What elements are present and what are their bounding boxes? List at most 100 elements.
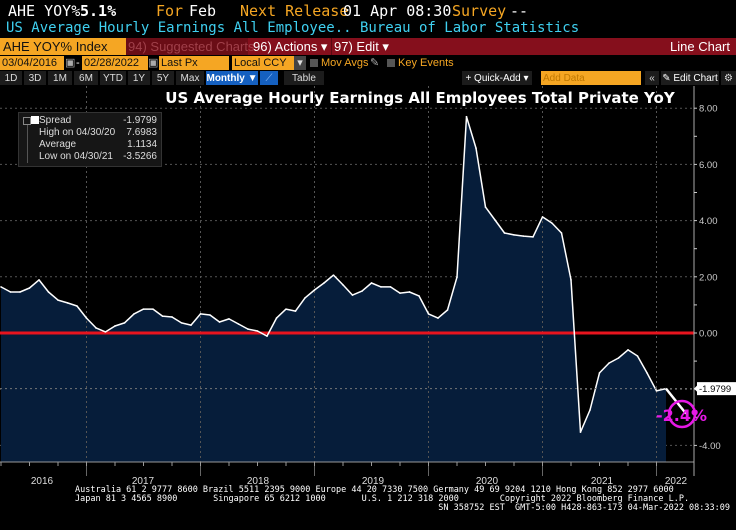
footer-contacts-2: Japan 81 3 4565 8900 Singapore 65 6212 1… bbox=[75, 494, 690, 504]
mov-avgs-checkbox[interactable] bbox=[310, 59, 318, 67]
data-point bbox=[351, 294, 354, 296]
data-point bbox=[399, 292, 401, 294]
ticker-label: AHE YOY% bbox=[8, 2, 81, 20]
next-release-value: 01 Apr 08:30 bbox=[343, 2, 452, 20]
currency-select[interactable]: Local CCY bbox=[232, 56, 294, 70]
data-point bbox=[313, 289, 316, 291]
y-tick-label: 4.00 bbox=[699, 216, 718, 227]
annotation-circle bbox=[667, 399, 697, 429]
period-1y[interactable]: 1Y bbox=[128, 71, 150, 85]
data-point bbox=[57, 299, 59, 301]
quick-add-button[interactable]: + Quick-Add ▾ bbox=[462, 71, 532, 85]
legend-series-label: Spread bbox=[39, 115, 72, 126]
pencil-icon[interactable]: ✎ bbox=[370, 57, 380, 69]
data-point bbox=[285, 308, 287, 310]
collapse-icon[interactable] bbox=[23, 117, 31, 125]
data-point bbox=[133, 313, 135, 315]
data-point bbox=[608, 362, 610, 364]
data-point bbox=[636, 355, 639, 357]
collapse-button[interactable]: « bbox=[645, 71, 659, 85]
data-point bbox=[475, 147, 477, 149]
data-point bbox=[104, 331, 107, 333]
x-tick-label: 2018 bbox=[247, 476, 270, 487]
start-date-input[interactable]: 03/04/2016 bbox=[0, 56, 64, 70]
data-point bbox=[408, 291, 411, 293]
data-point bbox=[95, 327, 97, 329]
data-point bbox=[541, 216, 544, 218]
edit-menu[interactable]: 97) Edit ▾ bbox=[331, 38, 389, 55]
data-point bbox=[171, 316, 173, 318]
gear-icon[interactable]: ⚙ bbox=[721, 71, 736, 85]
data-point bbox=[342, 284, 344, 286]
last-value-label: -1.9799 bbox=[699, 384, 731, 395]
calendar-icon[interactable]: ▣ bbox=[65, 57, 76, 69]
frequency-select[interactable]: Monthly ▼ bbox=[206, 71, 258, 85]
data-point bbox=[294, 310, 297, 312]
last-value-pointer bbox=[694, 384, 698, 393]
chevron-down-icon[interactable]: ▾ bbox=[294, 56, 306, 70]
data-point bbox=[218, 321, 221, 323]
data-point bbox=[513, 234, 515, 236]
data-point bbox=[370, 282, 373, 284]
data-point bbox=[76, 305, 78, 307]
data-point bbox=[161, 315, 164, 317]
y-tick-label: 8.00 bbox=[699, 104, 718, 115]
data-point bbox=[380, 286, 382, 288]
x-tick-label: 2017 bbox=[132, 476, 155, 487]
y-tick-label: 0.00 bbox=[699, 329, 718, 340]
data-point bbox=[180, 322, 183, 324]
data-point bbox=[465, 115, 468, 118]
annotation-label: -2.4% bbox=[656, 406, 707, 425]
data-point bbox=[427, 313, 430, 315]
security-header: AHE YOY% 5.1% For Feb Next Release 01 Ap… bbox=[0, 2, 736, 20]
line-chart-icon[interactable]: ⟋ bbox=[260, 71, 278, 85]
legend-high-label: High on 04/30/20 bbox=[39, 127, 116, 138]
field-select[interactable]: Last Px bbox=[159, 56, 229, 70]
date-range-bar: 03/04/2016 ▣ - 02/28/2022 ▣ Last Px Loca… bbox=[0, 56, 736, 71]
period-1d[interactable]: 1D bbox=[0, 71, 22, 85]
security-field[interactable]: AHE YOY% Index bbox=[0, 38, 126, 55]
data-point bbox=[85, 317, 88, 319]
data-point bbox=[275, 317, 278, 319]
calendar-icon[interactable]: ▣ bbox=[148, 57, 159, 69]
data-point bbox=[237, 323, 240, 325]
key-events-label: Key Events bbox=[398, 57, 454, 69]
suggested-charts-button[interactable]: 94) Suggested Charts bbox=[126, 38, 255, 55]
data-point bbox=[247, 328, 249, 330]
chart-type-label: Line Chart bbox=[670, 39, 730, 54]
data-point bbox=[19, 291, 21, 293]
date-separator: - bbox=[76, 57, 80, 69]
period-ytd[interactable]: YTD bbox=[100, 71, 126, 85]
period-value: Feb bbox=[189, 2, 217, 20]
data-point bbox=[323, 282, 325, 284]
period-1m[interactable]: 1M bbox=[48, 71, 72, 85]
data-point bbox=[28, 287, 31, 289]
period-max[interactable]: Max bbox=[176, 71, 204, 85]
actions-menu[interactable]: 96) Actions ▾ bbox=[253, 39, 328, 54]
data-point bbox=[617, 357, 620, 359]
x-tick-label: 2022 bbox=[665, 476, 688, 487]
function-toolbar: AHE YOY% Index 94) Suggested Charts 96) … bbox=[0, 38, 736, 55]
data-point bbox=[389, 286, 392, 288]
data-point bbox=[655, 390, 658, 392]
data-point bbox=[560, 232, 563, 234]
table-button[interactable]: Table bbox=[284, 71, 324, 85]
x-tick-label: 2020 bbox=[476, 476, 499, 487]
end-date-input[interactable]: 02/28/2022 bbox=[82, 56, 148, 70]
data-point bbox=[446, 309, 449, 311]
period-6m[interactable]: 6M bbox=[74, 71, 98, 85]
legend-average-label: Average bbox=[39, 139, 77, 150]
add-data-input[interactable]: Add Data bbox=[541, 71, 641, 85]
key-events-checkbox[interactable] bbox=[387, 59, 395, 67]
data-point bbox=[598, 372, 601, 374]
data-point bbox=[579, 431, 582, 433]
period-5y[interactable]: 5Y bbox=[152, 71, 174, 85]
period-3d[interactable]: 3D bbox=[24, 71, 46, 85]
x-tick-label: 2021 bbox=[591, 476, 614, 487]
edit-chart-button[interactable]: ✎ Edit Chart bbox=[661, 71, 719, 85]
legend-series[interactable]: Spread -1.9799 bbox=[39, 115, 157, 127]
y-tick-label: 6.00 bbox=[699, 160, 718, 171]
period-label: For bbox=[156, 2, 184, 20]
legend-average: Average 1.1134 bbox=[39, 139, 157, 151]
